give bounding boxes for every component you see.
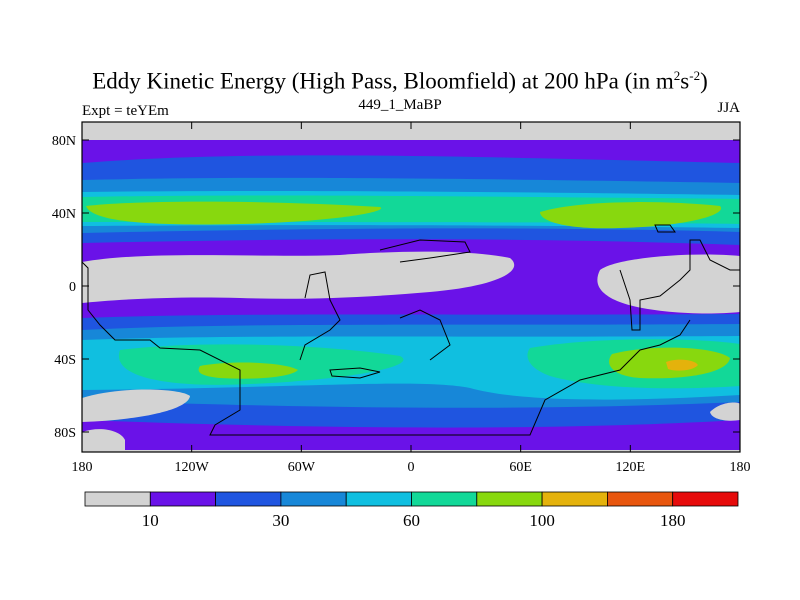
chart-title: Eddy Kinetic Energy (High Pass, Bloomfie… [92, 68, 708, 94]
coastline-southern [82, 261, 691, 436]
experiment-label: Expt = teYEm [82, 103, 169, 119]
contour-core-nh-west [86, 201, 382, 225]
lat-tick-label: 0 [69, 280, 76, 295]
season-label: JJA [717, 100, 740, 116]
lat-tick-label: 40N [52, 207, 76, 222]
colorbar-swatch [345, 491, 412, 507]
contour-core-sh-west [198, 362, 298, 379]
lon-tick-label: 180 [72, 460, 93, 475]
contour-tropics-east [597, 254, 740, 314]
coastline-island [654, 224, 676, 233]
lon-tick-label: 180 [730, 460, 751, 475]
colorbar-swatch [541, 491, 608, 507]
lat-tick-label: 40S [54, 353, 76, 368]
colorbar: 10 30 60 100 180 [84, 491, 739, 530]
colorbar-label: 30 [272, 511, 289, 530]
lat-tick-label: 80S [54, 426, 76, 441]
lon-tick-label: 60E [509, 460, 532, 475]
lon-tick-label: 120E [616, 460, 646, 475]
coastline-small-island [329, 367, 381, 379]
lon-tick-label: 120W [175, 460, 210, 475]
map-axes: 80N 40N 0 40S 80S 180 120W 60W 0 60E 120E 180 [52, 122, 751, 475]
contour-max-sh [666, 359, 698, 371]
lon-tick-label: 0 [408, 460, 415, 475]
contour-core-nh-east [540, 202, 722, 229]
colorbar-label: 180 [660, 511, 686, 530]
coastline-africa-west [299, 271, 341, 361]
colorbar-swatch [84, 491, 151, 507]
chart-subtitle: 449_1_MaBP [358, 97, 442, 113]
colorbar-label: 100 [529, 511, 555, 530]
contour-map [82, 122, 740, 452]
coastline-africa-east [399, 309, 451, 361]
colorbar-swatch [607, 491, 674, 507]
contour-polar-east [710, 402, 740, 421]
contour-polar-west [82, 389, 190, 422]
colorbar-swatch [149, 491, 217, 507]
lon-tick-label: 60W [288, 460, 316, 475]
coastlines [82, 224, 740, 436]
colorbar-label: 10 [142, 511, 159, 530]
colorbar-swatch [280, 491, 347, 507]
contour-polar-southwest [82, 429, 125, 452]
colorbar-swatch [672, 491, 739, 507]
colorbar-swatch [411, 491, 478, 507]
colorbar-swatch [215, 491, 282, 507]
coastline-north [379, 239, 471, 263]
colorbar-swatch [476, 491, 543, 507]
coastline-asia [619, 239, 740, 331]
contour-tropics-west [82, 251, 515, 303]
colorbar-label: 60 [403, 511, 420, 530]
lat-tick-label: 80N [52, 134, 76, 149]
